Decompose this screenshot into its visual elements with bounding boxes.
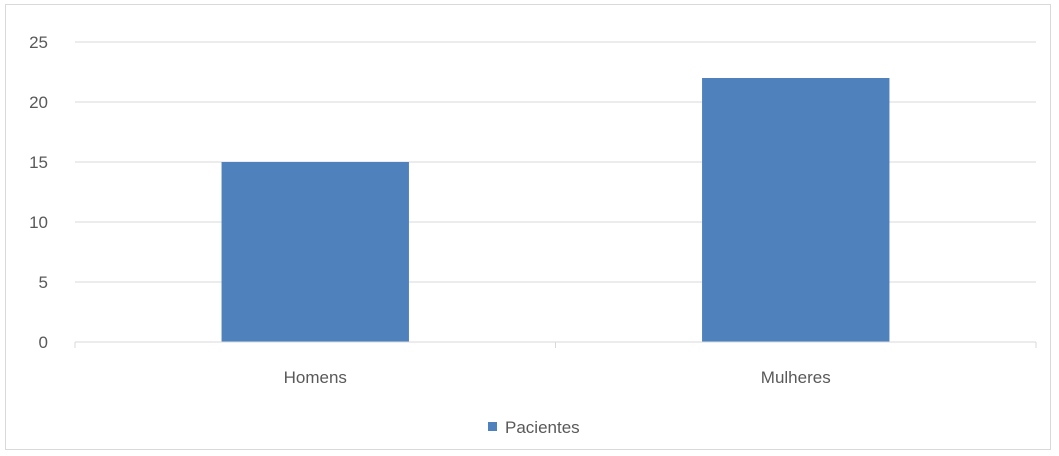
x-tick-label-homens: Homens [284,368,347,387]
y-tick-label-20: 20 [29,93,48,112]
y-tick-label-10: 10 [29,213,48,232]
bar-mulheres [702,78,890,342]
x-tick-label-mulheres: Mulheres [761,368,831,387]
y-tick-label-25: 25 [29,33,48,52]
y-axis-tick-labels: 0 5 10 15 20 25 [29,33,48,352]
y-tick-label-5: 5 [39,273,48,292]
legend-label-pacientes: Pacientes [505,418,580,437]
y-tick-label-15: 15 [29,153,48,172]
bar-homens [221,162,409,342]
x-axis-tick-labels: Homens Mulheres [284,368,831,387]
y-tick-label-0: 0 [39,333,48,352]
legend-swatch-pacientes [488,422,497,431]
gridlines [75,41,1036,283]
bars [221,78,890,342]
legend: Pacientes [488,418,580,437]
x-axis [74,341,1037,348]
